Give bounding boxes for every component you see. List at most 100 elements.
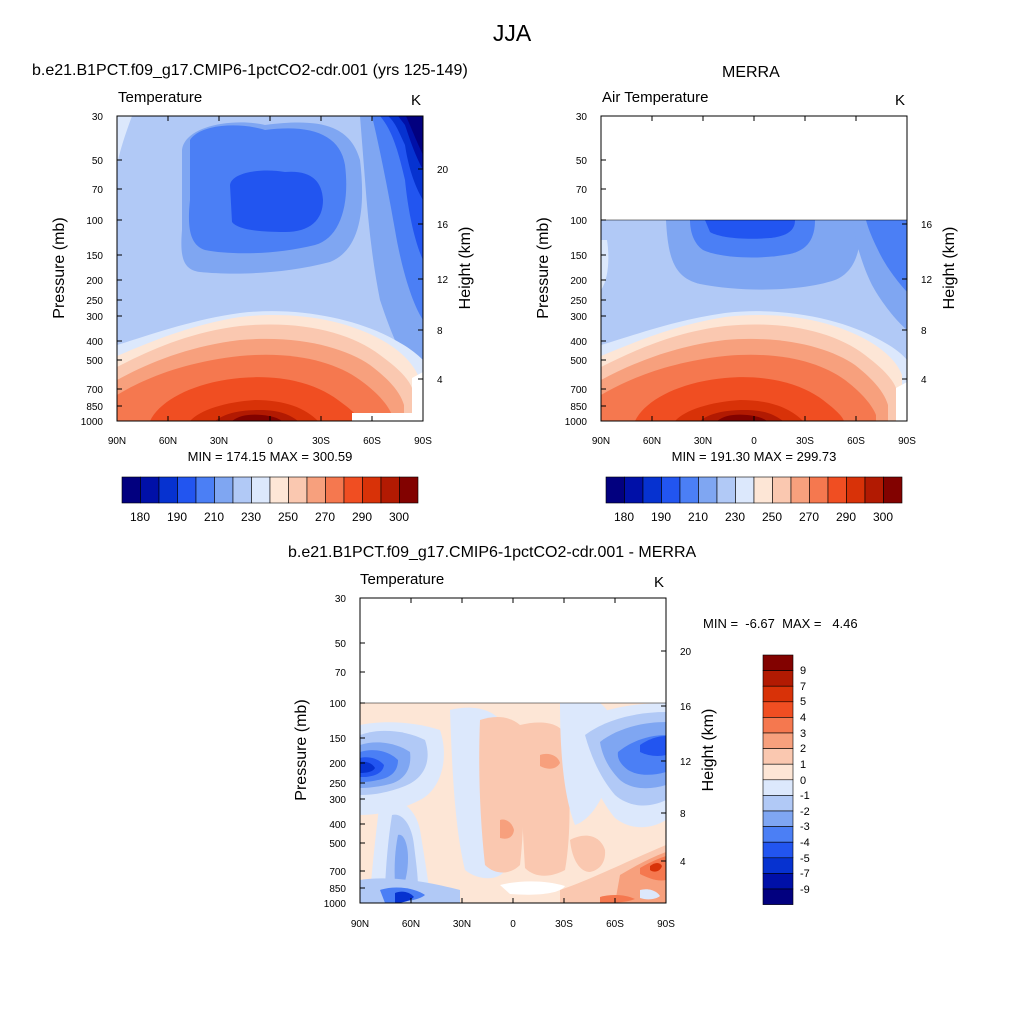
colorbar-label: 180 <box>614 510 634 524</box>
y-tick-label: 150 <box>570 251 587 262</box>
x-tick-label: 30S <box>312 436 330 447</box>
panel2-y-tick-labels: 30 50 70 100 150 200 250 300 400 500 700… <box>565 112 588 428</box>
y2-tick-label: 12 <box>437 275 449 286</box>
y2-tick-label: 8 <box>921 326 927 337</box>
y2-tick-label: 12 <box>921 275 933 286</box>
y-tick-label: 400 <box>570 337 587 348</box>
panel3-colorbar <box>762 654 794 905</box>
y-tick-label: 200 <box>329 759 346 770</box>
panel1-colorbar <box>121 476 419 504</box>
colorbar-label: -5 <box>800 853 810 865</box>
colorbar-label: -4 <box>800 837 810 849</box>
panel1-x-tick-labels: 90N 60N 30N 0 30S 60S 90S <box>108 436 432 447</box>
colorbar-swatch <box>762 670 794 687</box>
panel3-stats: MIN = -6.67 MAX = 4.46 <box>703 616 858 631</box>
colorbar-label: 5 <box>800 696 806 708</box>
y-tick-label: 700 <box>570 385 587 396</box>
panel1-title: b.e21.B1PCT.f09_g17.CMIP6-1pctCO2-cdr.00… <box>32 62 468 79</box>
y-tick-label: 30 <box>92 112 104 123</box>
panel1-ylabel: Pressure (mb) <box>51 217 68 318</box>
panel2-units: K <box>895 92 906 109</box>
colorbar-label: 250 <box>278 510 298 524</box>
x-tick-label: 30S <box>796 436 814 447</box>
y-tick-label: 50 <box>335 639 347 650</box>
panel1-ticks <box>117 115 423 421</box>
x-tick-label: 0 <box>510 919 516 930</box>
y-tick-label: 70 <box>576 185 588 196</box>
y-tick-label: 1000 <box>81 417 104 428</box>
y-tick-label: 250 <box>86 296 103 307</box>
y2-tick-label: 20 <box>680 647 692 658</box>
page-title: JJA <box>492 20 532 46</box>
panel2-title: MERRA <box>722 64 780 81</box>
y-tick-label: 700 <box>329 867 346 878</box>
colorbar-label: 300 <box>873 510 893 524</box>
y-tick-label: 150 <box>86 251 103 262</box>
panel3-title: b.e21.B1PCT.f09_g17.CMIP6-1pctCO2-cdr.00… <box>288 544 697 561</box>
y2-tick-label: 16 <box>680 702 692 713</box>
colorbar-swatch <box>762 654 794 671</box>
colorbar-label: 210 <box>688 510 708 524</box>
colorbar-label: 0 <box>800 775 806 787</box>
panel2-subtitle: Air Temperature <box>602 89 709 106</box>
panel1-y-tick-labels: 30 50 70 100 150 200 250 300 400 500 700… <box>81 112 104 428</box>
colorbar-label: -3 <box>800 821 810 833</box>
panel3-ticks <box>360 597 666 903</box>
y-tick-label: 300 <box>570 312 587 323</box>
colorbar-swatch <box>762 748 794 765</box>
y2-tick-label: 8 <box>680 809 686 820</box>
panel1-stats: MIN = 174.15 MAX = 300.59 <box>188 449 353 464</box>
x-tick-label: 30N <box>453 919 471 930</box>
y-tick-label: 50 <box>576 156 588 167</box>
x-tick-label: 0 <box>267 436 273 447</box>
x-tick-label: 60S <box>847 436 865 447</box>
colorbar-swatch <box>399 476 419 504</box>
panel3-y-tick-labels: 30 50 70 100 150 200 250 300 400 500 700… <box>324 594 347 910</box>
panel3-ylabel: Pressure (mb) <box>293 699 310 800</box>
colorbar-swatch <box>762 701 794 718</box>
colorbar-label: 190 <box>651 510 671 524</box>
panel1-y2label: Height (km) <box>457 227 474 310</box>
y-tick-label: 100 <box>329 699 346 710</box>
y-tick-label: 200 <box>570 276 587 287</box>
panel2-y2-tick-labels: 16 12 8 4 <box>921 220 933 386</box>
colorbar-label: 210 <box>204 510 224 524</box>
y-tick-label: 850 <box>570 402 587 413</box>
y-tick-label: 100 <box>86 216 103 227</box>
colorbar-swatch <box>762 732 794 749</box>
panel2-x-tick-labels: 90N 60N 30N 0 30S 60S 90S <box>592 436 916 447</box>
colorbar-label: 230 <box>725 510 745 524</box>
y2-tick-label: 16 <box>437 220 449 231</box>
panel3-subtitle: Temperature <box>360 571 445 588</box>
x-tick-label: 90N <box>108 436 126 447</box>
x-tick-label: 90N <box>351 919 369 930</box>
y-tick-label: 850 <box>86 402 103 413</box>
colorbar-label: 4 <box>800 712 806 724</box>
colorbar-swatch <box>762 841 794 859</box>
y2-tick-label: 4 <box>680 857 686 868</box>
y-tick-label: 150 <box>329 734 346 745</box>
colorbar-label: 3 <box>800 728 806 740</box>
colorbar-swatch <box>762 717 794 734</box>
y-tick-label: 500 <box>86 356 103 367</box>
panel1-field <box>117 116 423 421</box>
colorbar-label: 290 <box>836 510 856 524</box>
y-tick-label: 30 <box>335 594 347 605</box>
y2-tick-label: 4 <box>437 375 443 386</box>
colorbar-swatch <box>762 763 794 781</box>
x-tick-label: 30N <box>694 436 712 447</box>
x-tick-label: 30N <box>210 436 228 447</box>
panel2-colorbar-labels: 180 190 210 230 250 270 290 300 <box>614 510 893 524</box>
colorbar-label: 190 <box>167 510 187 524</box>
x-tick-label: 90S <box>414 436 432 447</box>
x-tick-label: 90N <box>592 436 610 447</box>
colorbar-label: 1 <box>800 759 806 771</box>
y-tick-label: 400 <box>329 820 346 831</box>
y2-tick-label: 20 <box>437 165 449 176</box>
panel2-field <box>601 220 907 421</box>
y2-tick-label: 12 <box>680 757 692 768</box>
y-tick-label: 700 <box>86 385 103 396</box>
x-tick-label: 60N <box>402 919 420 930</box>
